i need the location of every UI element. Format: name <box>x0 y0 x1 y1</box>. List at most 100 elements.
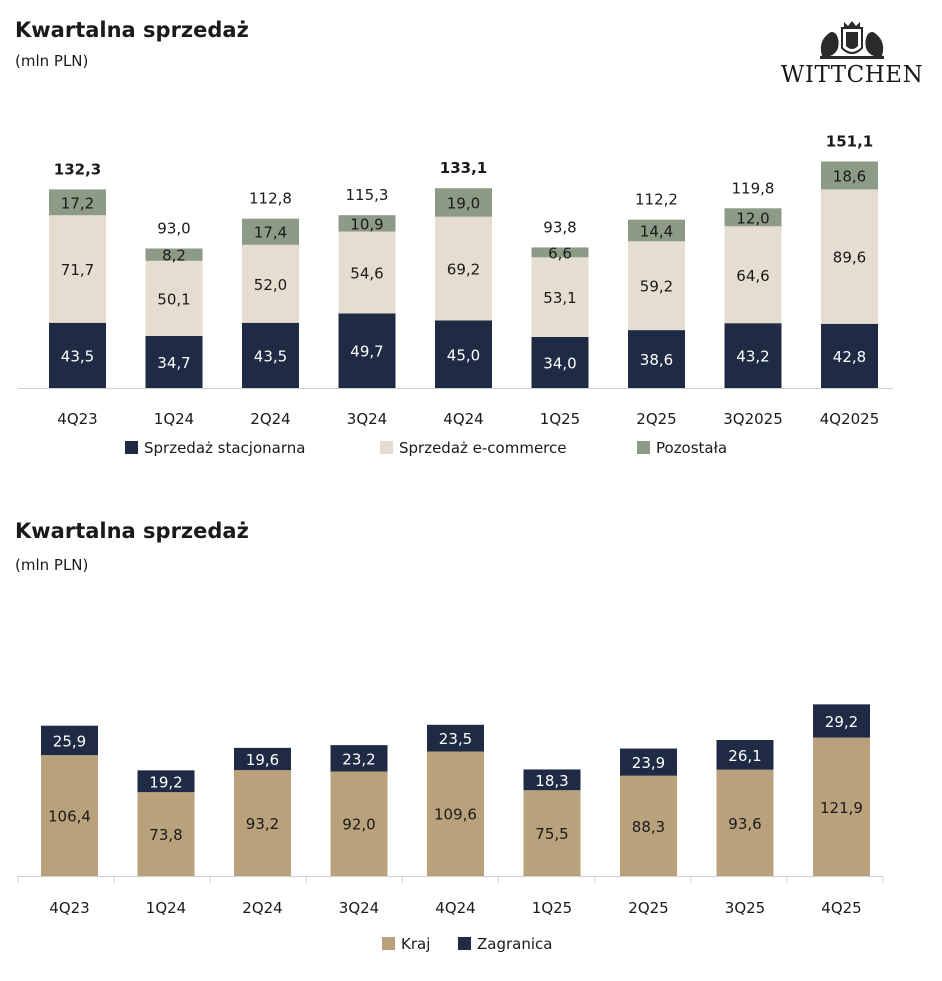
data-label: 38,6 <box>640 351 673 369</box>
bar-segment-3Q24-0 <box>330 771 388 876</box>
total-label: 112,2 <box>635 191 678 209</box>
bar-segment-1Q24-1 <box>145 260 203 336</box>
x-tick-label: 2Q25 <box>628 899 668 917</box>
data-label: 53,1 <box>543 289 576 307</box>
bar-segment-4Q2025-1 <box>821 189 878 324</box>
x-tick-label: 1Q24 <box>154 410 194 428</box>
total-label: 119,8 <box>732 179 775 197</box>
data-label: 50,1 <box>157 290 190 308</box>
x-tick-label: 2Q25 <box>636 410 676 428</box>
data-label: 34,7 <box>157 354 190 372</box>
data-label: 43,5 <box>254 347 287 365</box>
bar-segment-4Q23-0 <box>41 755 98 876</box>
legend-swatch <box>380 441 393 454</box>
bar-segment-2Q24-0 <box>242 322 299 388</box>
bar-segment-4Q25-1 <box>813 704 870 738</box>
data-label: 43,2 <box>736 348 769 366</box>
x-tick-label: 3Q25 <box>725 899 765 917</box>
data-label: 106,4 <box>48 808 91 826</box>
data-label: 42,8 <box>833 348 866 366</box>
bar-segment-4Q24-0 <box>435 320 492 388</box>
data-label: 75,5 <box>535 825 568 843</box>
total-label: 133,1 <box>440 159 487 177</box>
data-label: 6,6 <box>548 244 572 262</box>
legend-label: Zagranica <box>477 935 552 953</box>
x-tick-label: 4Q23 <box>57 410 97 428</box>
bar-segment-3Q24-1 <box>330 745 388 772</box>
legend-label: Sprzedaż stacjonarna <box>144 439 305 457</box>
bar-segment-2Q25-1 <box>620 748 677 776</box>
bar-segment-4Q24-0 <box>427 751 484 876</box>
x-tick-label: 4Q24 <box>443 410 483 428</box>
x-tick-label: 2Q24 <box>242 899 282 917</box>
legend-label: Pozostała <box>656 439 727 457</box>
data-label: 52,0 <box>254 276 287 294</box>
bar-segment-2Q25-2 <box>628 219 685 242</box>
bar-segment-1Q24-1 <box>137 770 195 793</box>
bar-segment-2Q24-2 <box>242 218 299 245</box>
data-label: 23,2 <box>342 750 375 768</box>
data-label: 23,9 <box>632 754 665 772</box>
data-label: 12,0 <box>736 209 769 227</box>
bar-segment-4Q2025-2 <box>821 161 878 190</box>
data-label: 88,3 <box>632 818 665 836</box>
chart2-title: Kwartalna sprzedaż <box>15 519 249 543</box>
data-label: 19,6 <box>246 751 279 769</box>
bar-segment-3Q2025-2 <box>724 208 782 227</box>
x-tick-label: 3Q24 <box>339 899 379 917</box>
data-label: 17,2 <box>61 194 94 212</box>
chart-sales-by-channel: 43,5 71,7 17,2 132,3 4Q23 34,7 50,1 8,2 93,0 1Q24… <box>18 133 893 457</box>
bar-segment-4Q25-0 <box>813 737 870 876</box>
legend-swatch <box>637 441 650 454</box>
data-label: 93,2 <box>246 815 279 833</box>
bar-segment-2Q24-1 <box>242 244 299 323</box>
bar-segment-1Q24-0 <box>145 335 203 388</box>
data-label: 10,9 <box>350 215 383 233</box>
x-tick-label: 1Q25 <box>532 899 572 917</box>
x-tick-label: 4Q25 <box>821 899 861 917</box>
bar-segment-1Q25-1 <box>523 769 581 791</box>
data-label: 89,6 <box>833 249 866 267</box>
data-label: 26,1 <box>728 747 761 765</box>
bar-segment-3Q2025-1 <box>724 226 782 324</box>
bar-segment-4Q2025-0 <box>821 323 878 388</box>
x-tick-label: 1Q25 <box>540 410 580 428</box>
bar-segment-2Q24-1 <box>234 747 291 771</box>
data-label: 29,2 <box>825 713 858 731</box>
data-label: 49,7 <box>350 343 383 361</box>
bar-segment-1Q24-0 <box>137 792 195 876</box>
chart1-subtitle: (mln PLN) <box>15 52 89 70</box>
bar-segment-3Q24-1 <box>338 231 396 314</box>
bar-segment-3Q25-0 <box>716 769 774 876</box>
bar-segment-2Q24-0 <box>234 770 291 876</box>
bar-segment-1Q24-2 <box>145 248 203 261</box>
data-label: 93,6 <box>728 815 761 833</box>
bar-segment-1Q25-1 <box>531 257 589 337</box>
legend-label: Kraj <box>401 935 430 953</box>
bar-segment-2Q25-1 <box>628 241 685 331</box>
data-label: 59,2 <box>640 278 673 296</box>
data-label: 14,4 <box>640 223 673 241</box>
bar-segment-3Q25-1 <box>716 740 774 770</box>
bar-segment-4Q23-0 <box>49 322 106 388</box>
data-label: 8,2 <box>162 247 186 265</box>
total-label: 93,0 <box>157 220 190 238</box>
x-tick-label: 2Q24 <box>250 410 290 428</box>
data-label: 92,0 <box>342 816 375 834</box>
legend-swatch <box>125 441 138 454</box>
x-tick-label: 1Q24 <box>146 899 186 917</box>
legend-label: Sprzedaż e-commerce <box>399 439 567 457</box>
bar-segment-2Q25-0 <box>620 775 677 876</box>
bar-segment-2Q25-0 <box>628 330 685 388</box>
data-label: 18,3 <box>535 772 568 790</box>
bar-segment-3Q2025-0 <box>724 323 782 388</box>
bar-segment-4Q24-2 <box>435 188 492 217</box>
data-label: 19,0 <box>447 194 480 212</box>
x-tick-label: 3Q24 <box>347 410 387 428</box>
data-label: 109,6 <box>434 806 477 824</box>
data-label: 19,2 <box>149 773 182 791</box>
legend-swatch <box>382 937 395 950</box>
bar-segment-4Q23-1 <box>41 725 98 756</box>
bar-segment-3Q24-0 <box>338 313 396 388</box>
